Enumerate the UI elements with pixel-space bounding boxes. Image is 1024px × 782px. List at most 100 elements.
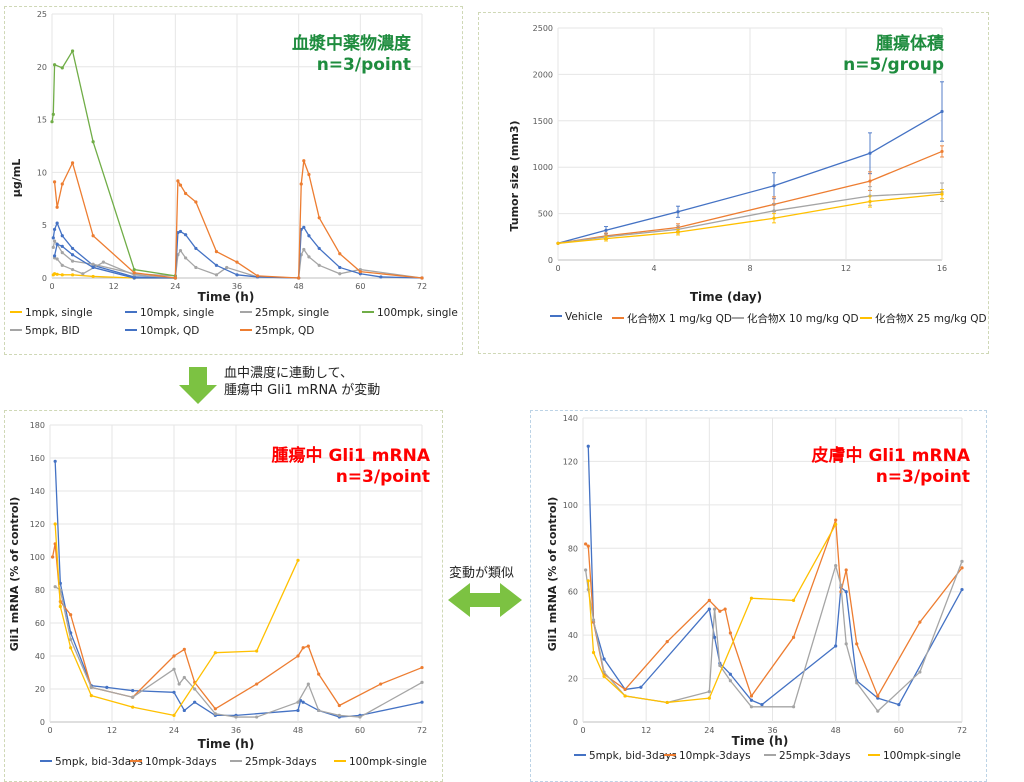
legend-swatch [868,754,880,756]
tumor-gli1-xtick-label: 12 [107,726,117,735]
tumor-gli1-data-point [301,646,305,650]
skin-gli1-data-point [834,564,838,568]
pk-data-point [420,276,424,280]
pk-data-point [60,234,64,238]
pk-data-point [178,229,183,234]
skin-gli1-data-point [749,694,754,698]
tumor-data-point [772,216,776,220]
tumor-data-point [940,149,944,154]
pk-data-point [214,263,219,267]
pk-title-line1: 血漿中薬物濃度 [292,34,411,54]
tumor-gli1-data-point [379,682,383,686]
skin-gli1-data-point [707,690,711,694]
legend-swatch [664,754,676,756]
legend-label: 25mpk, single [255,307,330,319]
pk-xtick-label: 36 [232,282,242,291]
skin-gli1-title-line1: 皮膚中 Gli1 mRNA [811,446,970,466]
tumor-gli1-data-point [69,646,73,650]
pk-data-point [55,221,59,225]
tumor-gli1-data-point [306,682,310,686]
pk-data-point [52,227,57,232]
tumor-xtick-label: 0 [555,264,560,273]
pk-data-point [194,200,198,204]
legend-label: 5mpk, bid-3days [55,756,143,768]
skin-gli1-y-axis-label: Gli1 mRNA (% of control) [546,497,559,652]
legend-swatch [334,760,346,762]
tumor-gli1-xtick-label: 0 [47,726,52,735]
legend-swatch [860,317,872,319]
pk-data-point [51,245,55,249]
legend-swatch [125,329,137,331]
legend-item: 100mpk-single [868,750,961,762]
pk-ytick-label: 15 [37,116,47,125]
pk-data-point [70,253,75,257]
legend-item: 化合物X 1 mg/kg QD [612,311,732,326]
tumor-ytick-label: 500 [538,210,553,219]
pk-data-point [173,276,177,280]
pk-data-point [255,274,260,278]
tumor-gli1-data-point [317,672,321,676]
legend-swatch [230,760,242,762]
tumor-gli1-data-point [420,665,424,670]
pk-xtick-label: 0 [49,282,54,291]
pk-data-point [60,244,64,248]
skin-gli1-ytick-label: 120 [563,457,578,466]
skin-gli1-data-point [602,674,606,679]
tumor-gli1-ytick-label: 180 [30,421,45,430]
skin-gli1-chart-panel [530,410,987,782]
tumor-gli1-data-point [337,713,341,718]
legend-item: 25mpk, single [240,307,329,319]
tumor-gli1-data-point [193,700,197,704]
tumor-gli1-ytick-label: 140 [30,487,45,496]
tumor-gli1-data-point [296,558,300,562]
tumor-gli1-data-point [213,651,217,655]
tumor-series-line [557,191,943,244]
pk-data-point [70,161,75,165]
skin-gli1-data-point [791,635,796,639]
tumor-gli1-ytick-label: 20 [35,685,45,694]
legend-swatch [612,317,624,319]
skin-gli1-xtick-label: 60 [894,726,904,735]
skin-gli1-data-point [584,542,588,546]
skin-gli1-data-point [844,642,848,646]
pk-data-point [317,246,321,251]
arrow-top-label: 血中濃度に連動して、 腫瘍中 Gli1 mRNA が変動 [224,366,380,400]
legend-swatch [240,329,252,331]
legend-swatch [550,315,562,317]
pk-data-point [81,272,85,276]
tumor-data-point [940,192,944,196]
skin-gli1-data-point [728,679,732,683]
tumor-gli1-data-point [255,682,259,686]
tumor-gli1-data-point [193,687,197,691]
tumor-gli1-ytick-label: 160 [30,454,45,463]
legend-label: 25mpk-3days [245,756,317,768]
tumor-series-line [557,150,943,244]
legend-label: Vehicle [565,311,603,323]
skin-gli1-ytick-label: 40 [568,631,578,640]
skin-gli1-data-point [834,518,838,522]
pk-data-point [60,273,64,277]
tumor-gli1-data-point [172,667,176,671]
tumor-data-point [868,151,872,155]
pk-data-point [52,63,57,67]
legend-swatch [40,760,52,762]
tumor-gli1-xtick-label: 48 [293,726,303,735]
legend-item: 10mpk-3days [130,756,217,768]
tumor-title-line1: 腫瘍体積 [876,34,944,54]
skin-gli1-data-point [834,522,838,527]
legend-swatch [574,754,586,756]
skin-gli1-data-point [586,544,590,548]
tumor-data-point [676,230,680,234]
tumor-gli1-data-point [58,604,62,609]
skin-gli1-xtick-label: 48 [831,726,841,735]
tumor-gli1-data-point [131,695,135,699]
skin-gli1-data-point [844,568,848,572]
pk-data-point [91,274,95,279]
tumor-gli1-data-point [53,585,57,589]
tumor-xtick-label: 16 [937,264,947,273]
tumor-series-line [557,193,943,244]
skin-gli1-series-line [584,561,963,712]
skin-gli1-data-point [623,687,627,692]
legend-item: 100mpk-single [334,756,427,768]
